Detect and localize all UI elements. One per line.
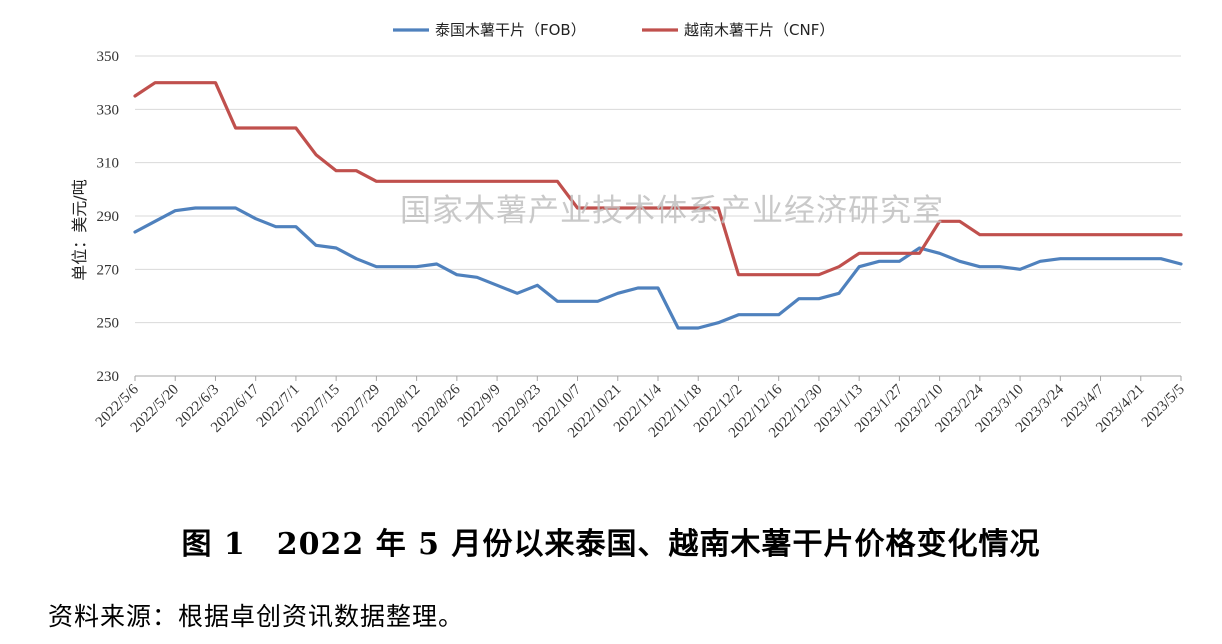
y-axis-ticks: 230 250 270 290 310 330 350 xyxy=(97,49,120,385)
y-tick-label: 270 xyxy=(97,262,120,278)
series-lines xyxy=(133,81,1183,330)
legend-label: 泰国木薯干片（FOB） xyxy=(435,21,586,39)
x-tick-label: 2023/5/5 xyxy=(1139,382,1188,431)
legend-label: 越南木薯干片（CNF） xyxy=(684,21,834,39)
y-tick-label: 330 xyxy=(97,102,120,118)
y-axis-label: 单位：美元/吨 xyxy=(70,179,89,280)
gridlines xyxy=(135,55,1181,377)
y-tick-label: 250 xyxy=(97,316,120,332)
vietnam-series-line xyxy=(133,81,1183,277)
y-tick-label: 230 xyxy=(97,369,120,385)
thailand-series-line xyxy=(133,206,1183,330)
legend: 泰国木薯干片（FOB） 越南木薯干片（CNF） xyxy=(393,21,834,39)
watermark-text: 国家木薯产业技术体系产业经济研究室 xyxy=(400,193,944,229)
figure-caption: 图 1 2022 年 5 月份以来泰国、越南木薯干片价格变化情况 xyxy=(181,527,1041,562)
y-tick-label: 290 xyxy=(97,209,120,225)
price-line-chart: 230 250 270 290 310 330 350 2022/5/62022/5/202… xyxy=(70,21,1188,441)
x-axis-ticks: 2022/5/62022/5/202022/6/32022/6/172022/7… xyxy=(93,376,1188,441)
source-note: 资料来源：根据卓创资讯数据整理。 xyxy=(48,602,465,631)
y-tick-label: 310 xyxy=(97,156,120,172)
y-tick-label: 350 xyxy=(97,49,120,65)
